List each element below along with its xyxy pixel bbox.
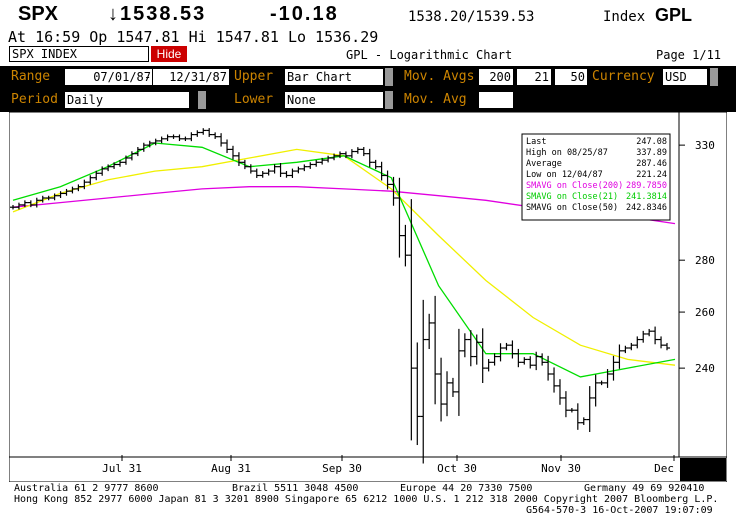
lower-mov-avg-field[interactable] xyxy=(478,91,514,109)
x-tick-label: Oct 30 xyxy=(437,462,477,475)
legend-rows: Last 247.08 High on 08/25/87 337.89 Average 2… xyxy=(526,137,667,213)
x-tick-label: Sep 30 xyxy=(322,462,362,475)
y-tick-label: 330 xyxy=(695,139,715,152)
page-indicator: Page 1/11 xyxy=(656,48,722,62)
currency-label: Currency xyxy=(592,69,655,84)
upper-chart-select[interactable]: Bar Chart xyxy=(284,68,384,86)
range-start-field[interactable]: 07/01/87 xyxy=(64,68,154,86)
period-select[interactable]: Daily xyxy=(64,91,190,109)
x-tick-label: Nov 30 xyxy=(541,462,581,475)
footer-australia: Australia 61 2 9777 8600 xyxy=(14,483,159,494)
period-dropdown-arrow-icon[interactable] xyxy=(198,91,206,109)
footer-brazil: Brazil 5511 3048 4500 xyxy=(232,483,359,494)
legend-row-label: SMAVG on Close(21) xyxy=(526,192,618,202)
net-change: -10.18 xyxy=(270,3,339,25)
mov-avg-3-field[interactable]: 50 xyxy=(554,68,588,86)
price-bars xyxy=(10,128,670,464)
legend-frame xyxy=(521,133,671,221)
upper-dropdown-arrow-icon[interactable] xyxy=(385,68,393,86)
upper-label: Upper xyxy=(234,69,274,84)
function-code: GPL xyxy=(655,5,693,25)
legend-row-label: High on 08/25/87 xyxy=(526,148,608,158)
x-tick-label: Aug 31 xyxy=(211,462,251,475)
footer-germany: Germany 49 69 920410 xyxy=(584,483,705,494)
ticker: SPX xyxy=(18,3,59,25)
hide-button[interactable]: Hide xyxy=(151,46,187,62)
legend-row-label: SMAVG on Close(50) xyxy=(526,203,618,213)
mov-avgs-label: Mov. Avgs xyxy=(404,69,475,84)
footer-europe: Europe 44 20 7330 7500 xyxy=(400,483,533,494)
x-tick-label: Jul 31 xyxy=(102,462,142,475)
mov-avg-1-field[interactable]: 200 xyxy=(478,68,514,86)
legend-row-label: Last xyxy=(526,137,546,147)
price-chart[interactable]: 330 280 260 240 Jul 31 Aug 31 Sep 30 Oct 30 Nov… xyxy=(9,112,727,482)
security-input[interactable]: SPX INDEX xyxy=(9,46,149,62)
mov-avg-label: Mov. Avg xyxy=(404,92,467,107)
legend-row-value: 241.3814 xyxy=(626,192,667,202)
lower-chart-select[interactable]: None xyxy=(284,91,384,109)
legend-row-label: Average xyxy=(526,159,562,169)
legend-row-value: 287.46 xyxy=(636,159,667,169)
y-axis-ticks: 330 280 260 240 xyxy=(679,139,715,375)
range-label: Range xyxy=(11,69,51,84)
legend-row-value: 242.8346 xyxy=(626,203,667,213)
range-end-field[interactable]: 12/31/87 xyxy=(152,68,230,86)
legend-row-value: 247.08 xyxy=(636,137,667,147)
ma21-line xyxy=(12,142,676,378)
session-summary: At 16:59 Op 1547.81 Hi 1547.81 Lo 1536.2… xyxy=(8,28,379,46)
legend-row-value: 337.89 xyxy=(636,148,667,158)
ma21-series-line xyxy=(12,142,676,378)
chart-title: GPL - Logarithmic Chart xyxy=(346,48,513,62)
y-tick-label: 280 xyxy=(695,254,715,267)
legend-row-label: Low on 12/04/87 xyxy=(526,170,603,180)
mov-avg-2-field[interactable]: 21 xyxy=(516,68,552,86)
legend-row-label: SMAVG on Close(200) xyxy=(526,181,623,191)
legend-row-value: 221.24 xyxy=(636,170,667,180)
bid-ask: 1538.20/1539.53 xyxy=(408,9,535,25)
currency-dropdown-arrow-icon[interactable] xyxy=(710,68,718,86)
legend-box: Last 247.08 High on 08/25/87 337.89 Average 2… xyxy=(521,133,671,221)
footer-offices: Hong Kong 852 2977 6000 Japan 81 3 3201 … xyxy=(14,494,719,505)
y-tick-label: 240 xyxy=(695,362,715,375)
last-price: ↓1538.53 xyxy=(108,3,207,25)
lower-label: Lower xyxy=(234,92,274,107)
year-box xyxy=(680,458,726,481)
market-sector: Index xyxy=(603,9,646,25)
lower-dropdown-arrow-icon[interactable] xyxy=(385,91,393,109)
footer-timestamp: G564-570-3 16-Oct-2007 19:07:09 xyxy=(526,505,713,516)
period-label: Period xyxy=(11,92,58,107)
legend-row-value: 289.7850 xyxy=(626,181,667,191)
range-separator: - xyxy=(144,70,152,84)
y-tick-label: 260 xyxy=(695,306,715,319)
currency-select[interactable]: USD xyxy=(662,68,708,86)
